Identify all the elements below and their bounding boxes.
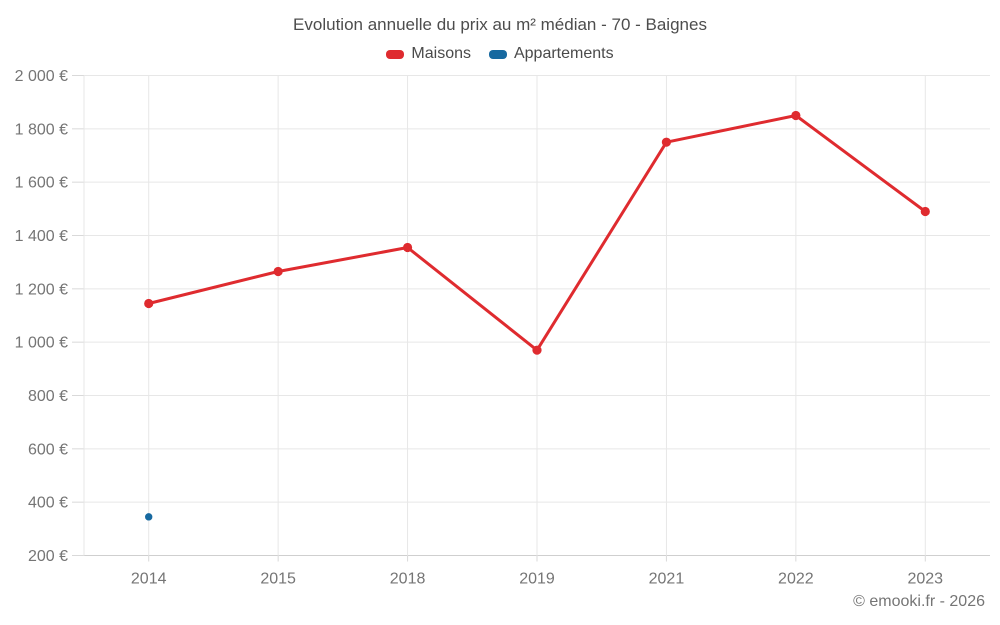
- y-axis-label: 1 400 €: [15, 228, 68, 245]
- y-axis-label: 1 600 €: [15, 175, 68, 192]
- legend-label-appartements: Appartements: [513, 45, 614, 62]
- legend-item-appartements[interactable]: Appartements: [488, 45, 614, 63]
- y-axis-label: 400 €: [28, 495, 68, 512]
- data-point-maisons[interactable]: [920, 206, 930, 217]
- x-axis-label: 2015: [260, 571, 296, 588]
- legend-item-maisons[interactable]: Maisons: [386, 45, 471, 63]
- y-axis-label: 2 000 €: [15, 68, 68, 85]
- y-axis-label: 800 €: [28, 388, 68, 405]
- legend-swatch-maisons: [386, 49, 405, 59]
- data-point-maisons[interactable]: [532, 345, 542, 355]
- legend-label-maisons: Maisons: [411, 45, 471, 62]
- y-axis-label: 1 000 €: [15, 335, 68, 352]
- y-axis-label: 200 €: [28, 548, 68, 565]
- data-point-appartements[interactable]: [145, 513, 153, 521]
- data-point-maisons[interactable]: [273, 266, 283, 277]
- chart-title: Evolution annuelle du prix au m² médian …: [293, 15, 707, 34]
- y-axis-label: 600 €: [28, 441, 68, 458]
- data-point-maisons[interactable]: [144, 298, 154, 309]
- y-axis-label: 1 800 €: [15, 121, 68, 138]
- y-axis-label: 1 200 €: [15, 281, 68, 298]
- x-axis-label: 2022: [778, 571, 814, 588]
- data-point-maisons[interactable]: [402, 242, 413, 253]
- x-axis-label: 2018: [390, 571, 426, 588]
- x-axis-label: 2021: [649, 571, 685, 588]
- x-axis-label: 2023: [907, 571, 943, 588]
- x-axis-label: 2019: [519, 571, 555, 588]
- copyright-credit: © emooki.fr - 2026: [853, 593, 985, 610]
- x-axis-label: 2014: [131, 571, 167, 588]
- data-point-maisons[interactable]: [791, 110, 801, 121]
- data-point-maisons[interactable]: [661, 137, 672, 147]
- legend-swatch-appartements: [488, 49, 507, 59]
- legend: Maisons Appartements: [0, 45, 1000, 63]
